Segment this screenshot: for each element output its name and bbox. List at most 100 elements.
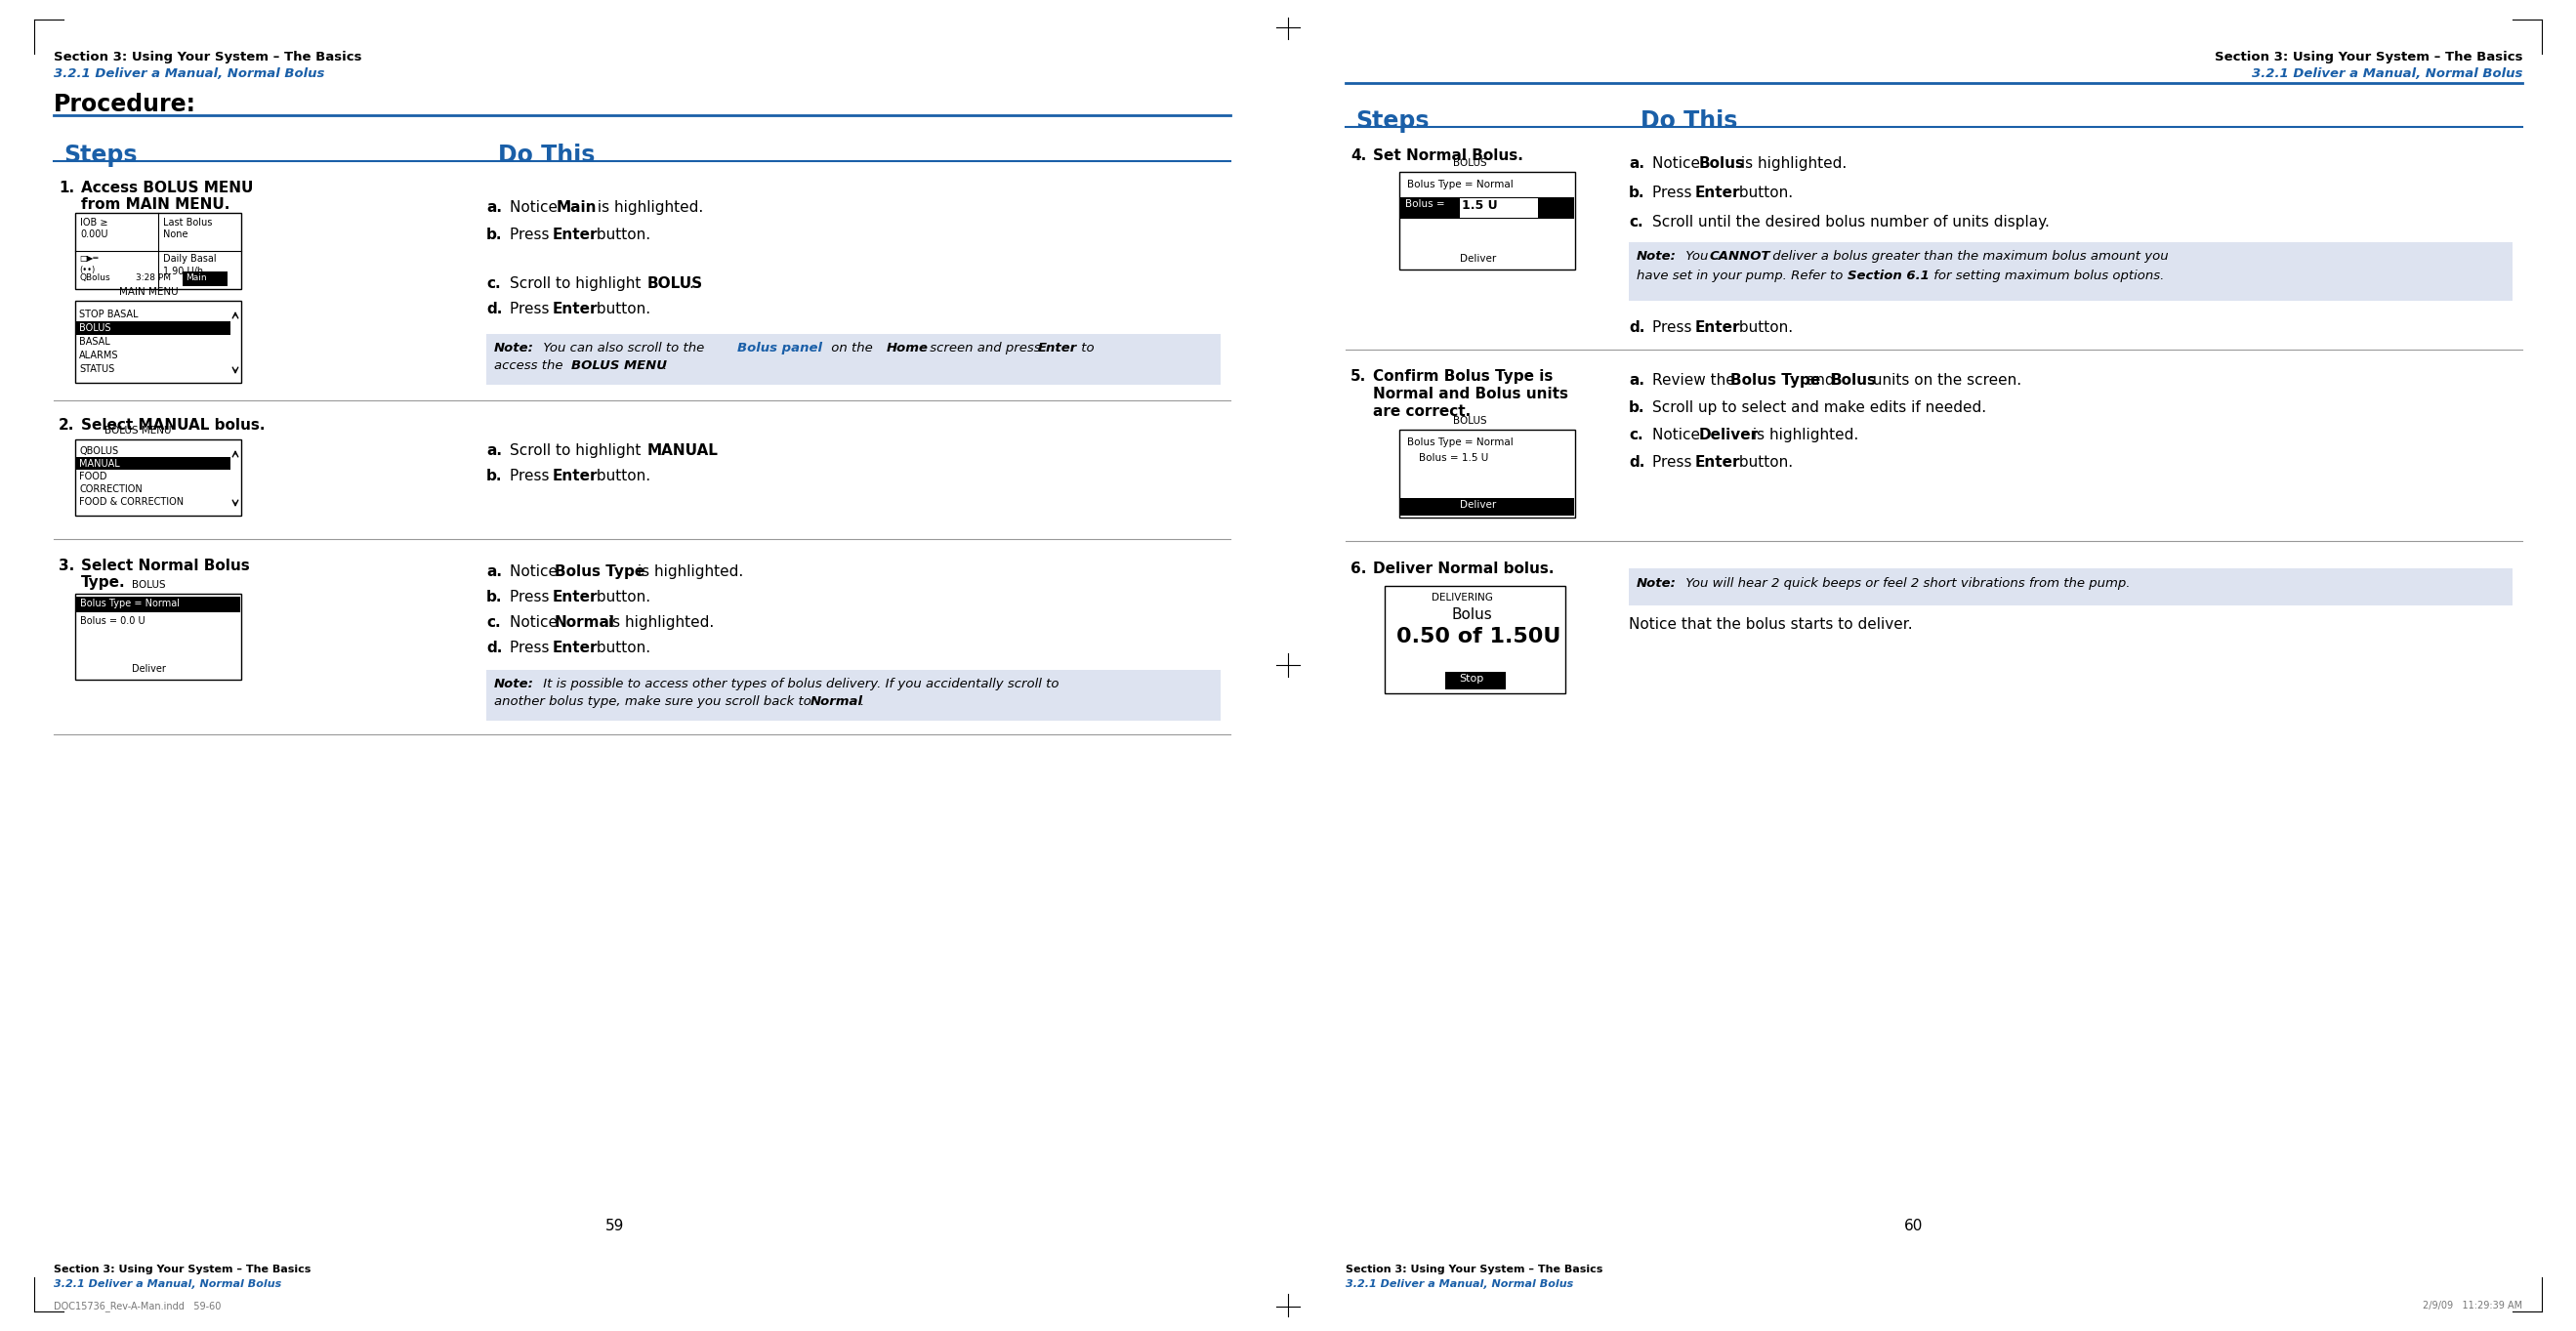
Text: button.: button.: [1734, 455, 1793, 470]
Bar: [77, 596, 240, 612]
Text: is highlighted.: is highlighted.: [592, 200, 703, 214]
Text: Bolus Type: Bolus Type: [1731, 373, 1821, 387]
Text: CORRECTION: CORRECTION: [80, 484, 142, 494]
Text: button.: button.: [592, 640, 652, 655]
Text: button.: button.: [592, 302, 652, 317]
Text: Select MANUAL bolus.: Select MANUAL bolus.: [80, 418, 265, 433]
Text: Scroll to highlight: Scroll to highlight: [510, 277, 647, 291]
Text: Enter: Enter: [554, 302, 598, 317]
Text: c.: c.: [487, 277, 500, 291]
Text: Main: Main: [556, 200, 598, 214]
Text: BOLUS: BOLUS: [1453, 417, 1486, 426]
Text: Bolus: Bolus: [1450, 607, 1492, 622]
Text: c.: c.: [1628, 214, 1643, 229]
Bar: [75, 301, 242, 383]
Text: d.: d.: [1628, 455, 1646, 470]
Text: QBOLUS: QBOLUS: [80, 446, 118, 457]
Text: Note:: Note:: [495, 342, 533, 354]
Text: Section 3: Using Your System – The Basics: Section 3: Using Your System – The Basic…: [54, 1264, 312, 1274]
Text: Press: Press: [510, 302, 554, 317]
Text: Scroll up to select and make edits if needed.: Scroll up to select and make edits if ne…: [1651, 401, 1986, 415]
Text: Notice: Notice: [1651, 427, 1705, 442]
Text: Deliver Normal bolus.: Deliver Normal bolus.: [1373, 562, 1553, 576]
Text: is highlighted.: is highlighted.: [1736, 156, 1847, 170]
Text: Enter: Enter: [554, 469, 598, 483]
Text: another bolus type, make sure you scroll back to: another bolus type, make sure you scroll…: [495, 695, 817, 708]
Text: a.: a.: [487, 564, 502, 579]
Text: Enter: Enter: [554, 640, 598, 655]
Text: You will hear 2 quick beeps or feel 2 short vibrations from the pump.: You will hear 2 quick beeps or feel 2 sh…: [1682, 578, 2130, 590]
Text: button.: button.: [592, 590, 652, 604]
Text: 60: 60: [1904, 1219, 1924, 1234]
Text: Enter: Enter: [554, 590, 598, 604]
Text: You can also scroll to the: You can also scroll to the: [538, 342, 708, 354]
Text: c.: c.: [487, 615, 500, 630]
Text: BOLUS: BOLUS: [1453, 158, 1486, 168]
Text: for setting maximum bolus options.: for setting maximum bolus options.: [1929, 269, 2164, 282]
Text: Enter: Enter: [1695, 455, 1741, 470]
Text: Normal and Bolus units: Normal and Bolus units: [1373, 387, 1569, 402]
Text: Home: Home: [886, 342, 930, 354]
Text: button.: button.: [1734, 321, 1793, 335]
Text: deliver a bolus greater than the maximum bolus amount you: deliver a bolus greater than the maximum…: [1770, 250, 2169, 262]
Text: Section 3: Using Your System – The Basics: Section 3: Using Your System – The Basic…: [1345, 1264, 1602, 1274]
Text: is highlighted.: is highlighted.: [603, 615, 714, 630]
Text: QBolus: QBolus: [80, 273, 111, 282]
Text: Press: Press: [1651, 185, 1698, 200]
Text: Scroll to highlight: Scroll to highlight: [510, 443, 647, 458]
Bar: [1461, 198, 1538, 218]
Text: button.: button.: [1734, 185, 1793, 200]
Text: (••): (••): [80, 266, 95, 274]
Text: Confirm Bolus Type is: Confirm Bolus Type is: [1373, 369, 1553, 383]
Bar: [487, 334, 1221, 385]
Text: Stop: Stop: [1458, 673, 1484, 684]
Bar: [1445, 672, 1507, 689]
Text: a.: a.: [1628, 156, 1643, 170]
Text: Section 3: Using Your System – The Basics: Section 3: Using Your System – The Basic…: [2215, 51, 2522, 64]
Text: units on the screen.: units on the screen.: [1868, 373, 2022, 387]
Text: b.: b.: [487, 228, 502, 242]
Text: Enter: Enter: [1695, 185, 1741, 200]
Text: b.: b.: [487, 590, 502, 604]
Text: from MAIN MENU.: from MAIN MENU.: [80, 197, 229, 212]
Text: Section 3: Using Your System – The Basics: Section 3: Using Your System – The Basic…: [54, 51, 361, 64]
Text: Select Normal Bolus: Select Normal Bolus: [80, 559, 250, 574]
Text: Deliver: Deliver: [1700, 427, 1759, 442]
Text: None: None: [162, 229, 188, 240]
Text: MANUAL: MANUAL: [647, 443, 719, 458]
Text: Bolus Type = Normal: Bolus Type = Normal: [1406, 438, 1512, 447]
Text: d.: d.: [1628, 321, 1646, 335]
Text: .: .: [662, 359, 667, 373]
Text: Deliver: Deliver: [1461, 254, 1497, 264]
Text: MANUAL: MANUAL: [80, 459, 121, 469]
Text: b.: b.: [1628, 401, 1646, 415]
Text: Do This: Do This: [1641, 109, 1739, 133]
Text: Enter: Enter: [554, 228, 598, 242]
Text: a.: a.: [487, 443, 502, 458]
Text: Notice: Notice: [510, 564, 562, 579]
Text: access the: access the: [495, 359, 567, 373]
Text: are correct.: are correct.: [1373, 405, 1471, 419]
Text: Press: Press: [1651, 321, 1698, 335]
Text: Normal: Normal: [811, 695, 863, 708]
Text: Do This: Do This: [497, 144, 595, 166]
Text: Bolus: Bolus: [1700, 156, 1744, 170]
Text: STOP BASAL: STOP BASAL: [80, 310, 139, 319]
Text: 3.2.1 Deliver a Manual, Normal Bolus: 3.2.1 Deliver a Manual, Normal Bolus: [54, 68, 325, 80]
Text: DOC15736_Rev-A-Man.indd   59-60: DOC15736_Rev-A-Man.indd 59-60: [54, 1300, 222, 1311]
Text: have set in your pump. Refer to: have set in your pump. Refer to: [1636, 269, 1847, 282]
Text: Last Bolus: Last Bolus: [162, 218, 211, 228]
Text: Bolus Type = Normal: Bolus Type = Normal: [80, 599, 180, 608]
Bar: [1386, 586, 1566, 693]
Text: 6.: 6.: [1350, 562, 1365, 576]
Text: Bolus Type = Normal: Bolus Type = Normal: [1406, 180, 1512, 189]
Bar: [487, 669, 1221, 720]
Bar: [77, 457, 229, 470]
Text: is highlighted.: is highlighted.: [634, 564, 744, 579]
Text: BASAL: BASAL: [80, 337, 111, 346]
Text: Daily Basal: Daily Basal: [162, 254, 216, 264]
Text: Normal: Normal: [554, 615, 616, 630]
Text: Scroll until the desired bolus number of units display.: Scroll until the desired bolus number of…: [1651, 214, 2050, 229]
Text: 2/9/09   11:29:39 AM: 2/9/09 11:29:39 AM: [2421, 1300, 2522, 1311]
Text: button.: button.: [592, 228, 652, 242]
